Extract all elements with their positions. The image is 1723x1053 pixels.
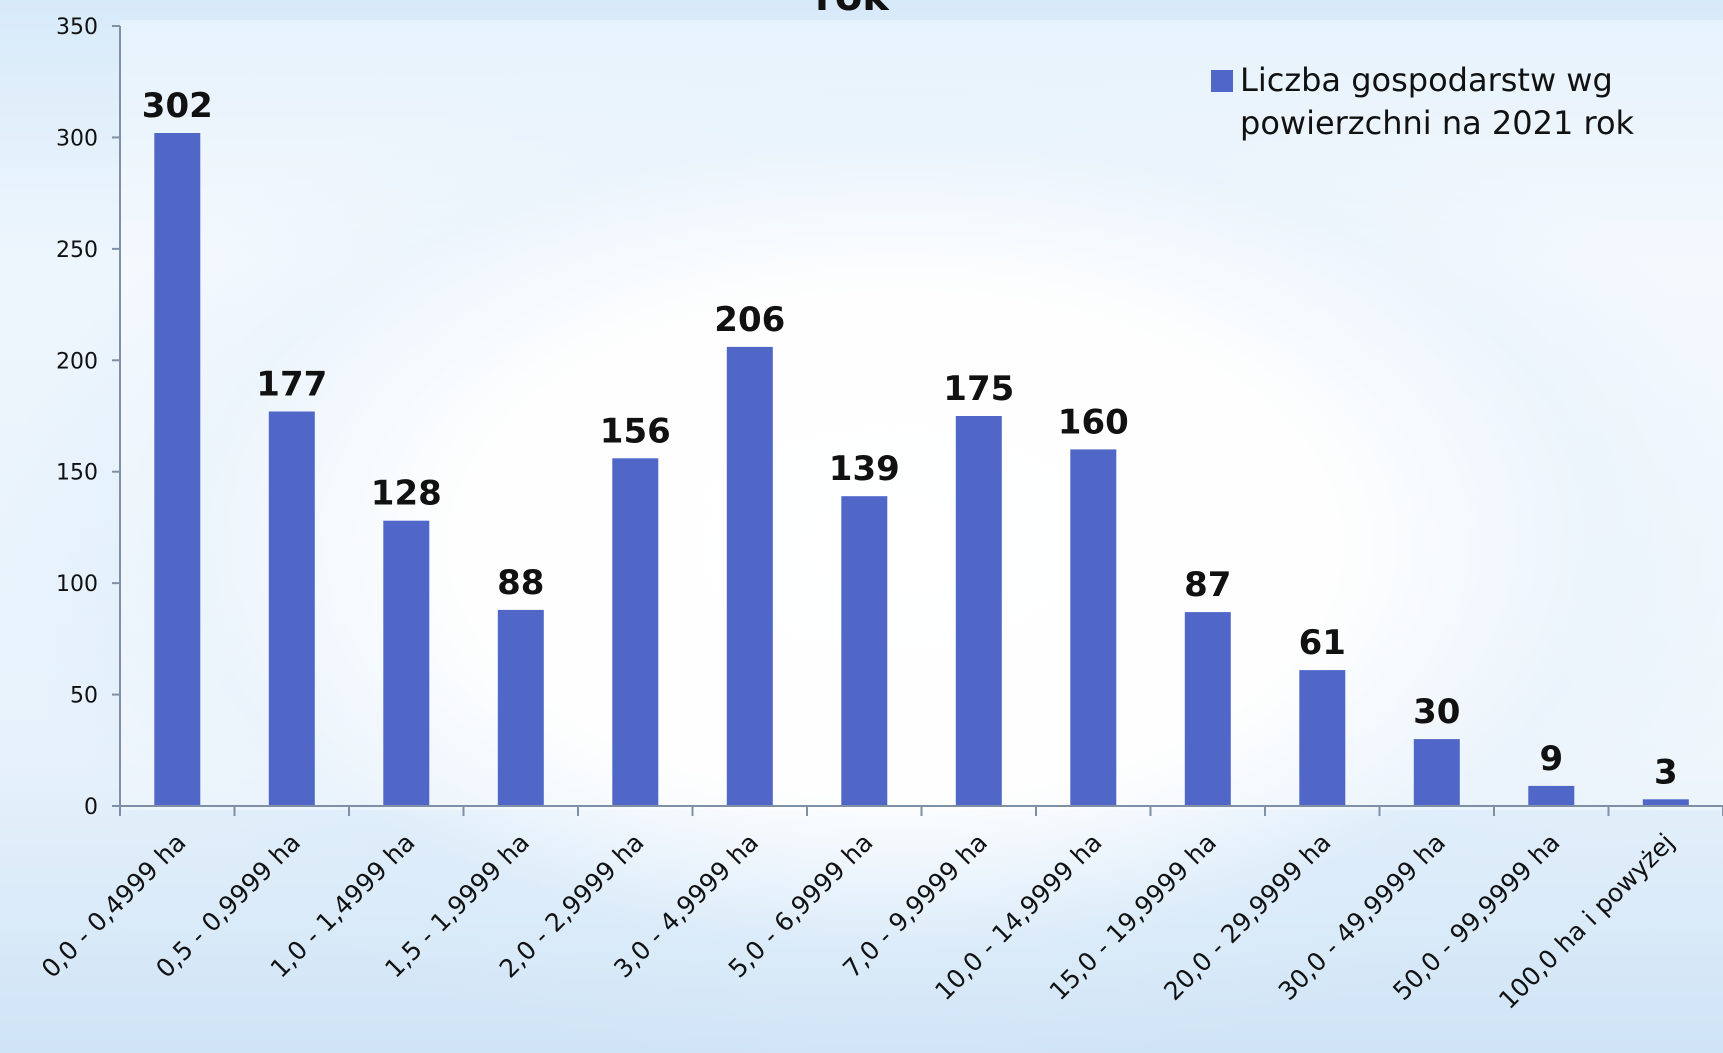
data-label: 30 bbox=[1413, 692, 1460, 732]
bar bbox=[268, 411, 315, 806]
data-label: 177 bbox=[256, 365, 327, 405]
y-tick-label: 350 bbox=[56, 15, 98, 40]
data-label: 156 bbox=[600, 411, 671, 451]
bars-layer bbox=[154, 133, 1689, 806]
bar bbox=[154, 133, 201, 806]
bar bbox=[1642, 799, 1689, 806]
legend-label-line-2: powierzchni na 2021 rok bbox=[1240, 104, 1635, 142]
y-tick-label: 100 bbox=[56, 572, 98, 597]
bar bbox=[497, 609, 544, 806]
data-label: 139 bbox=[829, 449, 900, 489]
y-tick-label: 150 bbox=[56, 461, 98, 486]
data-label: 88 bbox=[497, 563, 544, 603]
bar bbox=[1413, 739, 1460, 806]
data-label: 175 bbox=[943, 369, 1014, 409]
y-tick-label: 250 bbox=[56, 238, 98, 263]
legend: Liczba gospodarstw wg powierzchni na 202… bbox=[1211, 61, 1635, 142]
data-label: 9 bbox=[1539, 739, 1563, 779]
data-label: 3 bbox=[1654, 752, 1678, 792]
bar bbox=[383, 520, 430, 806]
data-label: 128 bbox=[371, 474, 442, 514]
bar bbox=[1070, 449, 1117, 806]
bar bbox=[612, 458, 659, 806]
data-label: 160 bbox=[1058, 402, 1129, 442]
data-label: 61 bbox=[1299, 623, 1346, 663]
bar bbox=[1299, 670, 1346, 806]
data-label: 206 bbox=[714, 300, 785, 340]
data-labels-layer: 302 177 128 88 156 206 139 175 160 87 61 30 9 3 bbox=[142, 86, 1678, 792]
data-label: 302 bbox=[142, 86, 213, 126]
y-tick-label: 50 bbox=[70, 684, 98, 709]
bar bbox=[841, 496, 888, 806]
bar bbox=[726, 346, 773, 806]
legend-swatch bbox=[1211, 70, 1233, 92]
data-label: 87 bbox=[1184, 565, 1231, 605]
y-tick-label: 200 bbox=[56, 349, 98, 374]
y-tick-label: 0 bbox=[84, 795, 98, 820]
y-tick-label: 300 bbox=[56, 126, 98, 151]
bar bbox=[1528, 785, 1575, 806]
chart-title: rok bbox=[815, 0, 890, 20]
bar bbox=[1184, 612, 1231, 806]
legend-label-line-1: Liczba gospodarstw wg bbox=[1240, 61, 1613, 99]
bar bbox=[955, 416, 1002, 806]
